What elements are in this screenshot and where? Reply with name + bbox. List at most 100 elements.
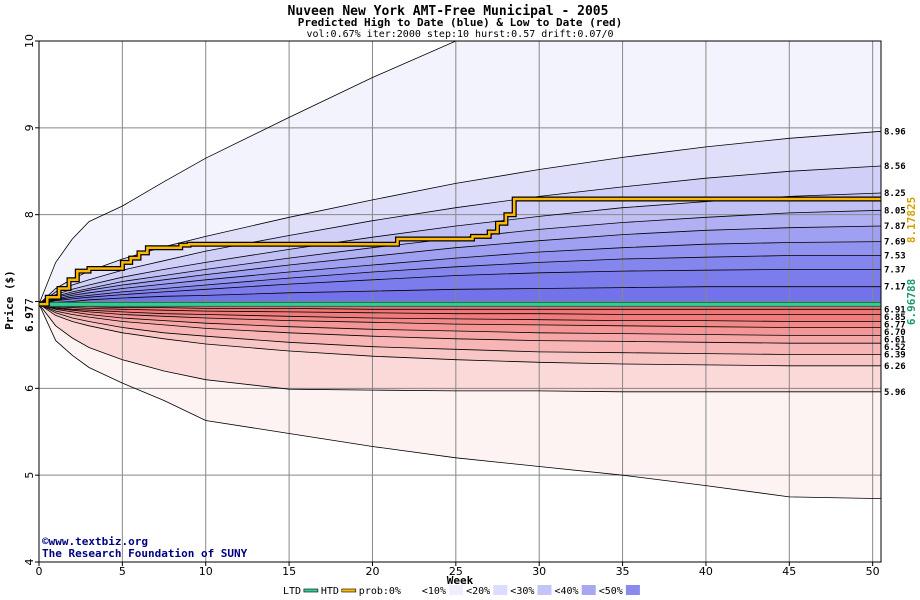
x-tick-label: 40 <box>699 565 713 578</box>
quantile-curve <box>38 303 881 322</box>
right-labels: 108.968.568.258.057.877.697.537.377.176.… <box>884 127 906 398</box>
end-value-label: 6.61 <box>884 335 906 345</box>
legend-swatch <box>449 585 464 595</box>
y-tick-label: 6 <box>23 385 36 392</box>
quantile-curve <box>38 286 881 305</box>
organization-text: The Research Foundation of SUNY <box>42 547 248 560</box>
quantile-curve <box>38 303 881 336</box>
legend-label: <10% <box>422 586 446 597</box>
quantile-curve <box>38 165 882 305</box>
end-value-label: 5.96 <box>884 388 906 398</box>
y-tick-label: 10 <box>23 34 36 48</box>
quantile-curve <box>38 255 881 305</box>
low-band-1 <box>39 304 881 392</box>
chart-params: vol:0.67% iter:2000 step:10 hurst:0.57 d… <box>306 29 613 40</box>
quantile-curve <box>38 241 882 305</box>
high-band-7 <box>39 255 881 305</box>
end-value-label: 7.53 <box>884 252 906 262</box>
legend-swatch <box>404 585 419 595</box>
end-value-label: 8.25 <box>884 189 906 199</box>
end-value-label: 6.70 <box>884 328 906 338</box>
high-band-9 <box>39 286 881 305</box>
legend-label: prob:0% <box>359 586 401 597</box>
end-value-label: 8.96 <box>884 127 906 137</box>
legend: LTD HTD prob:0% <10% <20% <30% <40% <50% <box>283 585 640 597</box>
high-band-6 <box>39 241 881 305</box>
end-value-label: 6.91 <box>884 305 906 315</box>
quantile-curve <box>38 303 881 393</box>
low-band-5 <box>39 304 881 336</box>
end-value-label: 6.26 <box>884 362 906 372</box>
x-tick-label: 50 <box>866 565 880 578</box>
htd-final-label: 8.17825 <box>905 197 918 243</box>
x-tick-label: 35 <box>616 565 630 578</box>
legend-swatch <box>625 585 640 595</box>
legend-line-swatch <box>341 588 357 593</box>
legend-swatch <box>493 585 508 595</box>
end-value-label: 6.85 <box>884 313 906 323</box>
quantile-curve <box>38 303 881 315</box>
x-tick-label: 25 <box>449 565 463 578</box>
legend-line-swatch <box>303 588 319 593</box>
high-band-8 <box>39 269 881 305</box>
end-value-label: 6.77 <box>884 320 906 330</box>
legend-swatch <box>537 585 552 595</box>
x-tick-label: 10 <box>199 565 213 578</box>
legend-label: LTD <box>283 586 301 597</box>
low-band-3 <box>39 304 881 355</box>
price-paths <box>39 196 881 307</box>
high-band-4 <box>39 210 881 305</box>
end-value-label: 6.39 <box>884 351 906 361</box>
quantile-curve <box>38 225 882 305</box>
y-tick-label: 8 <box>23 211 36 218</box>
legend-label: <30% <box>510 586 534 597</box>
quantile-curve <box>38 209 882 305</box>
x-tick-label: 20 <box>365 565 379 578</box>
legend-label: <40% <box>555 586 579 597</box>
copyright-text: ©www.textbiz.org <box>42 535 148 548</box>
low-band-0 <box>39 304 881 499</box>
quantile-curve <box>38 192 882 305</box>
quantile-curve <box>38 268 881 305</box>
end-value-label: 8.56 <box>884 162 906 172</box>
ltd-final-label: 6.96788 <box>905 279 918 325</box>
quantile-curve <box>38 303 882 499</box>
start-price-label: 6.97 <box>23 306 36 333</box>
quantile-curves <box>38 40 882 499</box>
probability-bands <box>39 41 881 499</box>
low-band-7 <box>39 304 881 322</box>
end-value-label: 6.52 <box>884 343 906 353</box>
quantile-curve <box>38 303 881 367</box>
quantile-curve <box>38 303 881 355</box>
legend-swatch <box>581 585 596 595</box>
quantile-curve <box>38 303 881 344</box>
legend-label: <50% <box>599 586 623 597</box>
end-value-label: 7.69 <box>884 238 906 248</box>
legend-label: HTD <box>321 586 339 597</box>
high-band-1 <box>39 131 881 305</box>
high-band-0 <box>39 41 881 305</box>
legend-label: <20% <box>466 586 490 597</box>
x-tick-label: 5 <box>119 565 126 578</box>
y-tick-label: 7 <box>23 298 36 305</box>
end-value-label: 7.87 <box>884 222 906 232</box>
chart-subtitle: Predicted High to Date (blue) & Low to D… <box>298 16 623 29</box>
low-band-2 <box>39 304 881 366</box>
low-band-6 <box>39 304 881 328</box>
y-tick-label: 9 <box>23 124 36 131</box>
end-value-label: 7.17 <box>884 283 906 293</box>
x-axis-label: Week <box>447 574 474 587</box>
chart-title: Nuveen New York AMT-Free Municipal - 200… <box>288 4 609 19</box>
x-tick-label: 15 <box>282 565 296 578</box>
y-tick-label: 4 <box>23 559 36 566</box>
y-axis-label: Price ($) <box>3 270 16 330</box>
high-band-3 <box>39 193 881 305</box>
x-tick-label: 45 <box>782 565 796 578</box>
y-tick-label: 5 <box>23 472 36 479</box>
end-value-label: 8.05 <box>884 206 906 216</box>
x-tick-label: 30 <box>532 565 546 578</box>
htd-path <box>39 197 881 306</box>
x-tick-label: 0 <box>36 565 43 578</box>
